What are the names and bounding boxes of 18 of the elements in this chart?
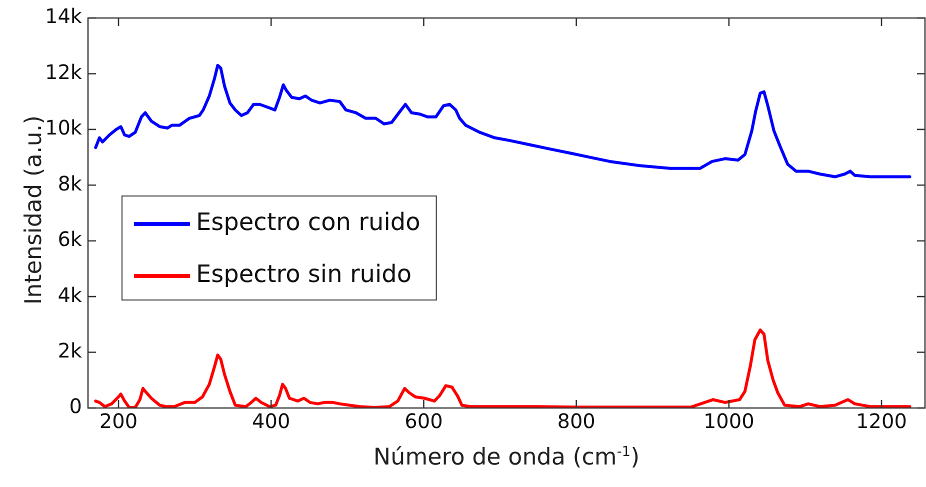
y-tick-label: 8k bbox=[58, 171, 82, 196]
y-axis-title: Intensidad (a.u.) bbox=[21, 115, 47, 305]
y-tick-label: 6k bbox=[58, 227, 82, 252]
x-tick-label: 1200 bbox=[856, 409, 907, 434]
y-tick-label: 4k bbox=[58, 282, 82, 307]
y-tick-label: 12k bbox=[44, 60, 82, 84]
legend-label: Espectro con ruido bbox=[196, 208, 420, 236]
y-tick-label: 10k bbox=[44, 116, 82, 140]
x-tick-label: 400 bbox=[252, 409, 290, 434]
y-tick-label: 0 bbox=[69, 394, 82, 418]
y-tick-label: 2k bbox=[58, 338, 82, 362]
x-tick-label: 200 bbox=[99, 409, 138, 434]
x-axis-title: Número de onda (cm$^{-1}$) bbox=[372, 444, 641, 471]
x-tick-label: 1000 bbox=[703, 409, 754, 434]
x-tick-label: 800 bbox=[557, 409, 596, 434]
legend-label: Espectro sin ruido bbox=[196, 260, 412, 288]
y-tick-label: 14k bbox=[44, 4, 82, 28]
x-tick-label: 600 bbox=[404, 409, 443, 434]
